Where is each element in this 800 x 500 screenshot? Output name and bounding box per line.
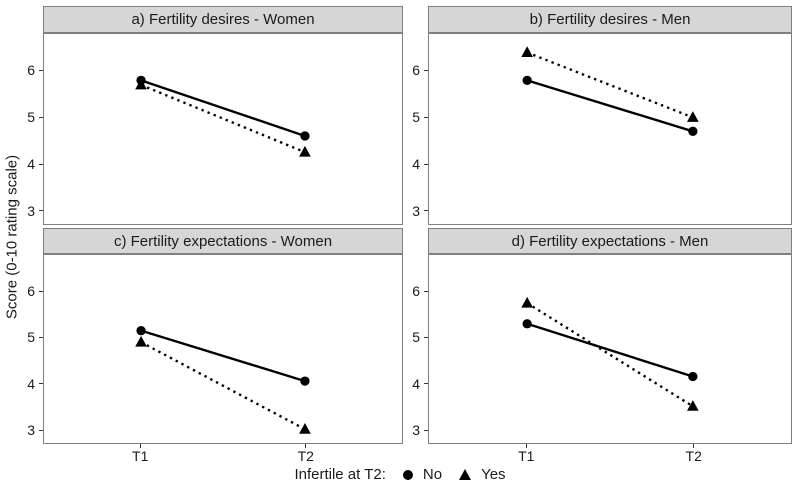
panel-d-strip: d) Fertility expectations - Men: [428, 228, 792, 254]
legend-item-no: No: [402, 466, 443, 483]
series-yes-line: [526, 302, 694, 408]
y-tick-mark: [424, 290, 428, 292]
triangle-marker: [135, 78, 147, 90]
circle-marker: [522, 75, 532, 85]
y-tick-label: 5: [27, 329, 35, 346]
x-tick-mark: [693, 444, 695, 448]
legend: Infertile at T2: No Yes: [0, 466, 800, 483]
x-tick-label: T1: [132, 448, 149, 464]
y-tick-label: 3: [27, 422, 35, 439]
x-tick-label: T1: [518, 448, 535, 464]
circle-marker: [136, 326, 146, 336]
y-tick-mark: [424, 383, 428, 385]
y-tick-label: 6: [412, 62, 420, 79]
circle-marker-icon: [402, 469, 413, 480]
y-tick-label: 4: [27, 375, 35, 392]
y-tick-mark: [39, 69, 43, 71]
series-no-line: [140, 329, 306, 383]
panel-a-plot: [43, 33, 403, 225]
panel-a-title: a) Fertility desires - Women: [131, 11, 315, 28]
panel-c-canvas: [135, 326, 311, 434]
panel-c-strip: c) Fertility expectations - Women: [43, 228, 403, 254]
triangle-marker: [299, 145, 311, 157]
x-tick-mark: [525, 444, 527, 448]
y-tick-label: 6: [27, 62, 35, 79]
panel-a-canvas: [135, 75, 311, 157]
y-tick-mark: [424, 163, 428, 165]
series-yes-line: [140, 341, 306, 431]
panel-c-plot: [43, 254, 403, 444]
series-no-line: [526, 79, 694, 133]
panel-d-canvas: [521, 296, 699, 411]
legend-title: Infertile at T2:: [294, 466, 386, 483]
y-tick-label: 3: [412, 202, 420, 219]
circle-marker: [688, 126, 698, 136]
y-tick-mark: [424, 429, 428, 431]
y-tick-mark: [39, 383, 43, 385]
y-tick-label: 6: [27, 283, 35, 300]
circle-marker: [522, 319, 532, 329]
panel-d-plot: [428, 254, 792, 444]
triangle-marker: [687, 111, 699, 122]
x-tick-mark: [305, 444, 307, 448]
y-tick-label: 4: [412, 375, 420, 392]
x-tick-mark: [139, 444, 141, 448]
x-tick-label: T2: [297, 448, 314, 464]
panel-b-title: b) Fertility desires - Men: [529, 11, 691, 28]
y-tick-mark: [39, 116, 43, 118]
y-tick-mark: [424, 116, 428, 118]
y-tick-label: 5: [412, 109, 420, 126]
y-tick-mark: [39, 163, 43, 165]
triangle-marker-icon: [459, 469, 472, 480]
y-tick-mark: [424, 210, 428, 212]
circle-marker: [688, 371, 698, 382]
y-tick-label: 5: [27, 109, 35, 126]
panel-d-title: d) Fertility expectations - Men: [511, 232, 709, 250]
circle-marker: [300, 376, 310, 386]
series-no-line: [140, 79, 306, 138]
legend-item-no-label: No: [422, 466, 443, 483]
y-tick-mark: [39, 290, 43, 292]
panel-a-strip: a) Fertility desires - Women: [43, 6, 403, 33]
y-tick-mark: [424, 336, 428, 338]
panel-b-canvas: [521, 46, 699, 136]
legend-item-yes: Yes: [459, 466, 506, 483]
y-tick-mark: [39, 429, 43, 431]
triangle-marker: [521, 296, 533, 308]
triangle-marker: [135, 335, 147, 347]
legend-item-yes-label: Yes: [481, 466, 506, 483]
series-yes-line: [140, 83, 306, 154]
panel-c-title: c) Fertility expectations - Women: [113, 232, 333, 250]
series-yes-line: [526, 51, 694, 119]
y-tick-mark: [39, 210, 43, 212]
panel-b-plot: [428, 33, 792, 225]
series-no-line: [526, 322, 694, 378]
y-tick-label: 4: [412, 156, 420, 173]
y-tick-label: 3: [27, 202, 35, 219]
triangle-marker: [521, 46, 533, 57]
y-tick-label: 6: [412, 283, 420, 300]
y-tick-mark: [424, 69, 428, 71]
triangle-marker: [299, 423, 311, 434]
triangle-marker: [687, 400, 699, 411]
y-tick-label: 4: [27, 156, 35, 173]
y-tick-mark: [39, 336, 43, 338]
circle-marker: [300, 131, 310, 141]
x-tick-label: T2: [685, 448, 702, 464]
y-tick-label: 3: [412, 422, 420, 439]
panel-b-strip: b) Fertility desires - Men: [428, 6, 792, 33]
y-tick-label: 5: [412, 329, 420, 346]
